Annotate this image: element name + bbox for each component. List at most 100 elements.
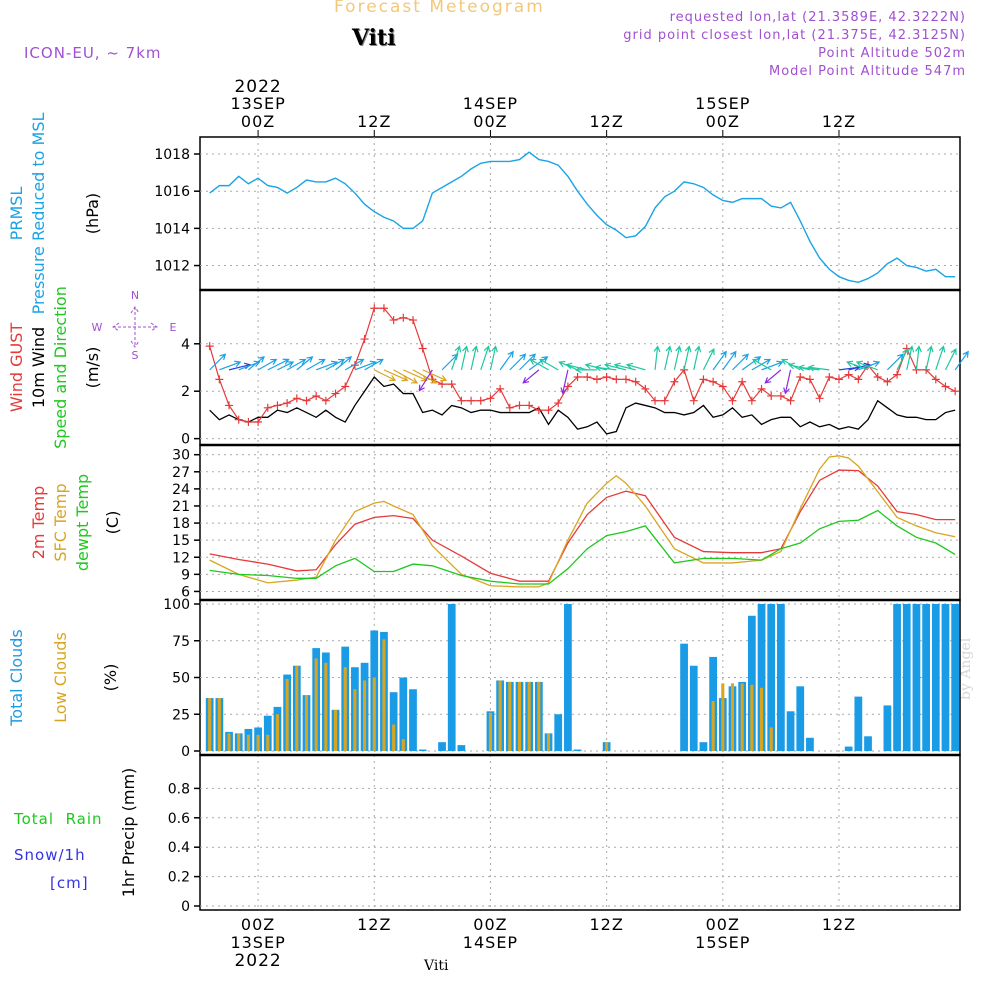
top-time-tick-label: 14SEP	[463, 94, 518, 113]
y-tick-label: 1012	[154, 259, 190, 275]
total-clouds-bar	[457, 745, 466, 751]
wind-direction-arrow	[574, 366, 597, 374]
y-tick-label: 24	[172, 482, 190, 498]
panel-frame	[199, 136, 961, 291]
panel-label-wind: 10m Wind	[29, 327, 48, 408]
chart-title: Forecast Meteogram	[334, 0, 545, 17]
gust-point-marker	[554, 399, 563, 408]
gust-point-marker	[321, 396, 330, 405]
low-clouds-bar	[324, 662, 328, 751]
gust-point-marker	[438, 380, 447, 389]
panel-label-clouds: Total Clouds	[7, 629, 26, 727]
gust-point-marker	[747, 396, 756, 405]
gust-point-marker	[544, 406, 553, 415]
series-line-prmsl	[209, 151, 956, 284]
gust-point-marker	[631, 377, 640, 386]
wind-direction-arrow	[325, 358, 346, 371]
wind-direction-arrow	[403, 369, 428, 382]
wind-direction-arrow	[906, 345, 915, 371]
low-clouds-bar	[546, 733, 551, 751]
wind-direction-arrow	[935, 345, 946, 371]
wind-direction-arrow	[296, 356, 314, 371]
low-clouds-bar	[343, 667, 347, 751]
total-clouds-bar	[777, 604, 785, 751]
wind-direction-arrow	[248, 356, 265, 371]
gust-point-marker	[234, 415, 243, 424]
requested-coords: requested lon,lat (21.3589E, 42.3222N)	[669, 10, 966, 25]
gust-point-marker	[718, 382, 727, 391]
gust-point-marker	[592, 375, 601, 384]
wind-direction-arrow	[499, 350, 514, 371]
wind-direction-arrow	[418, 369, 433, 392]
total-clouds-bar	[767, 604, 776, 751]
low-clouds-bar	[392, 724, 396, 751]
top-time-tick-label: 12Z	[822, 112, 856, 131]
panel-label-wind: Speed and Direction	[51, 286, 70, 449]
total-clouds-bar	[951, 604, 960, 751]
wind-direction-arrow	[858, 360, 881, 371]
gust-point-marker	[573, 372, 582, 381]
y-tick-label: 1014	[154, 221, 190, 237]
gust-point-marker	[515, 401, 524, 410]
gust-point-marker	[796, 372, 805, 381]
bottom-time-tick-label: 12Z	[357, 915, 391, 934]
panel-label-wind: Wind GUST	[7, 323, 26, 413]
y-tick-label: 18	[172, 516, 190, 532]
y-tick-label: 0	[181, 899, 190, 915]
wind-direction-arrow	[441, 353, 459, 371]
wind-direction-arrow	[335, 356, 353, 371]
total-clouds-bar	[864, 736, 872, 751]
gust-point-marker	[728, 396, 737, 405]
low-clouds-bar	[740, 683, 744, 751]
wind-direction-arrow	[209, 353, 227, 371]
wind-direction-arrow	[522, 369, 540, 384]
gust-point-marker	[283, 399, 292, 408]
wind-direction-arrow	[846, 360, 869, 371]
low-clouds-bar	[527, 681, 531, 751]
gust-point-marker	[273, 401, 282, 410]
low-clouds-bar	[498, 680, 502, 751]
wind-direction-arrow	[683, 345, 692, 371]
y-tick-label: 27	[172, 465, 190, 481]
gust-point-marker	[883, 377, 892, 386]
gust-point-marker	[893, 370, 902, 379]
gust-point-marker	[641, 384, 650, 393]
y-tick-label: 1016	[154, 184, 190, 200]
wind-direction-arrow	[896, 347, 909, 371]
wind-direction-arrow	[954, 350, 969, 371]
gust-point-marker	[350, 361, 359, 370]
total-clouds-bar	[941, 604, 950, 751]
low-clouds-bar	[711, 701, 715, 751]
bottom-time-tick-label: 12Z	[589, 915, 623, 934]
top-time-tick-label: 15SEP	[695, 94, 750, 113]
gust-point-marker	[486, 394, 495, 403]
wind-direction-arrow	[519, 353, 536, 371]
panel-label-pressure: (hPa)	[83, 193, 102, 234]
gust-point-marker	[476, 396, 485, 405]
bottom-time-tick-label: 12Z	[822, 915, 856, 934]
wind-direction-arrow	[267, 358, 290, 371]
gust-point-marker	[534, 406, 543, 415]
compass-rose: N S W E	[92, 289, 177, 362]
wind-direction-arrow	[364, 358, 384, 371]
bottom-time-tick-label: 13SEP	[230, 933, 285, 952]
wind-direction-arrow	[277, 361, 295, 371]
gust-point-marker	[447, 380, 456, 389]
wind-direction-arrow	[383, 369, 409, 382]
y-tick-label: 30	[172, 448, 190, 464]
top-year-label: 2022	[234, 77, 281, 97]
y-tick-label: 25	[172, 707, 190, 723]
gust-point-marker	[505, 403, 514, 412]
wind-direction-arrow	[712, 350, 727, 371]
panel-label-temp: dewpt Temp	[73, 474, 92, 571]
snow-label: Snow/1h	[14, 846, 86, 864]
gust-point-marker	[302, 396, 311, 405]
gust-point-marker	[941, 382, 950, 391]
gust-point-marker	[931, 375, 940, 384]
wind-direction-arrow	[886, 353, 904, 371]
gust-point-marker	[408, 316, 417, 325]
gust-point-marker	[244, 418, 253, 427]
top-time-tick-label: 12Z	[589, 112, 623, 131]
compass-w: W	[92, 321, 103, 334]
wind-direction-arrow	[560, 369, 569, 395]
